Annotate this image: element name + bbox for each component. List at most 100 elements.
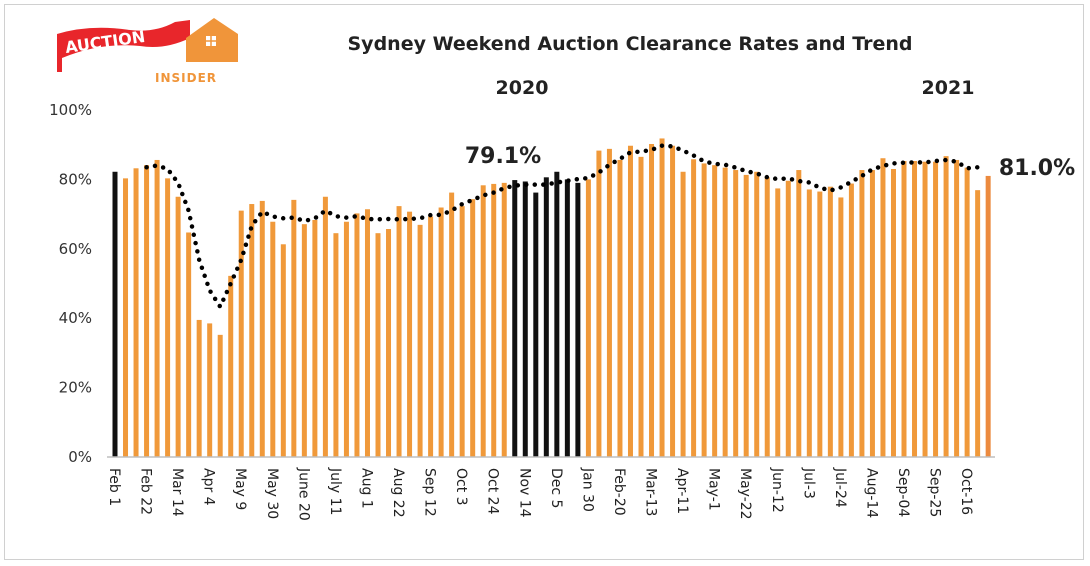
bar (722, 167, 728, 458)
x-tick-label: Oct 3 (453, 468, 469, 506)
bar (796, 170, 802, 457)
bar-highlight (112, 171, 118, 458)
x-tick-label: May-1 (706, 468, 722, 511)
bar (144, 165, 150, 457)
auction-insider-logo: AUCTION INSIDER (57, 18, 238, 85)
bar (133, 168, 139, 457)
bar-highlight (543, 177, 549, 457)
bar (964, 167, 970, 458)
x-tick-label: Mar-13 (643, 468, 659, 516)
bar (659, 138, 665, 458)
bar (428, 216, 434, 457)
bar (280, 244, 286, 457)
bar (838, 197, 844, 457)
bar (785, 180, 791, 457)
y-tick-label: 80% (59, 170, 92, 188)
bar (249, 204, 255, 457)
x-tick-label: Aug 22 (390, 468, 406, 518)
annotation-latest-rate: 81.0% (999, 156, 1075, 181)
x-tick-label: Apr-11 (674, 468, 690, 514)
x-tick-label: Jun-12 (769, 467, 785, 513)
bar (207, 323, 213, 457)
bar (259, 200, 265, 457)
bar (764, 177, 770, 457)
y-tick-label: 60% (59, 240, 92, 258)
chart-frame (4, 4, 1084, 560)
bar (617, 159, 623, 457)
bar (154, 159, 160, 457)
bar (438, 207, 444, 457)
x-tick-label: May 9 (232, 468, 248, 510)
bar (343, 221, 349, 457)
bar (270, 221, 276, 457)
bar (912, 161, 918, 457)
bar (606, 148, 612, 457)
bar (954, 159, 960, 457)
bar-highlight (564, 179, 570, 457)
x-tick-label: Feb 1 (106, 468, 122, 506)
x-tick-label: Oct-16 (958, 468, 974, 515)
x-tick-label: Oct 24 (485, 468, 501, 515)
x-tick-label: May-22 (737, 468, 753, 520)
bar-highlight (533, 192, 539, 457)
y-tick-label: 0% (68, 448, 92, 466)
year-label-2021: 2021 (922, 77, 975, 99)
chart-title: Sydney Weekend Auction Clearance Rates a… (348, 33, 913, 55)
bar (943, 156, 949, 457)
bar (396, 206, 402, 457)
x-tick-label: Nov 14 (516, 468, 532, 518)
bar (123, 178, 129, 457)
logo-text-sub: INSIDER (155, 71, 217, 85)
bar (470, 199, 476, 457)
bar-highlight (522, 181, 528, 457)
bar (228, 275, 234, 457)
bar (238, 210, 244, 457)
bar (806, 189, 812, 457)
x-tick-label: Apr 4 (201, 468, 217, 506)
bar (407, 211, 413, 457)
y-tick-label: 100% (49, 101, 92, 119)
bar (217, 334, 223, 457)
x-tick-label: Aug 1 (358, 468, 374, 509)
bar (975, 190, 981, 458)
bar (196, 319, 202, 457)
bar (701, 163, 707, 458)
y-tick-label: 20% (59, 379, 92, 397)
bar (312, 219, 318, 457)
bar (375, 233, 381, 457)
bar (649, 144, 655, 458)
bar (165, 178, 171, 457)
x-tick-label: Jul-3 (800, 467, 816, 499)
bar (901, 161, 907, 457)
bar-highlight (575, 182, 581, 457)
bar (680, 171, 686, 458)
bar (491, 183, 497, 457)
x-tick-label: Sep-25 (927, 468, 943, 517)
bar (733, 170, 739, 457)
bar-highlight (554, 171, 560, 458)
bar (985, 175, 991, 457)
x-tick-label: Feb-20 (611, 468, 627, 516)
bar (596, 150, 602, 457)
bar (754, 171, 760, 458)
bar (859, 170, 865, 457)
x-tick-label: Mar 14 (169, 468, 185, 517)
y-tick-label: 40% (59, 309, 92, 327)
x-tick-label: Dec 5 (548, 468, 564, 508)
x-tick-label: Aug-14 (863, 468, 879, 518)
bar (459, 206, 465, 457)
bar (827, 186, 833, 457)
year-label-2020: 2020 (496, 77, 549, 99)
bar (869, 170, 875, 457)
bar (291, 199, 297, 458)
annotation-2020-trend: 79.1% (465, 144, 541, 169)
bar (386, 229, 392, 457)
bar (480, 185, 486, 457)
bar (880, 158, 886, 457)
x-tick-label: June 20 (295, 467, 311, 521)
bar (333, 233, 339, 457)
bar (585, 179, 591, 457)
bar (364, 209, 370, 457)
bar (890, 168, 896, 458)
